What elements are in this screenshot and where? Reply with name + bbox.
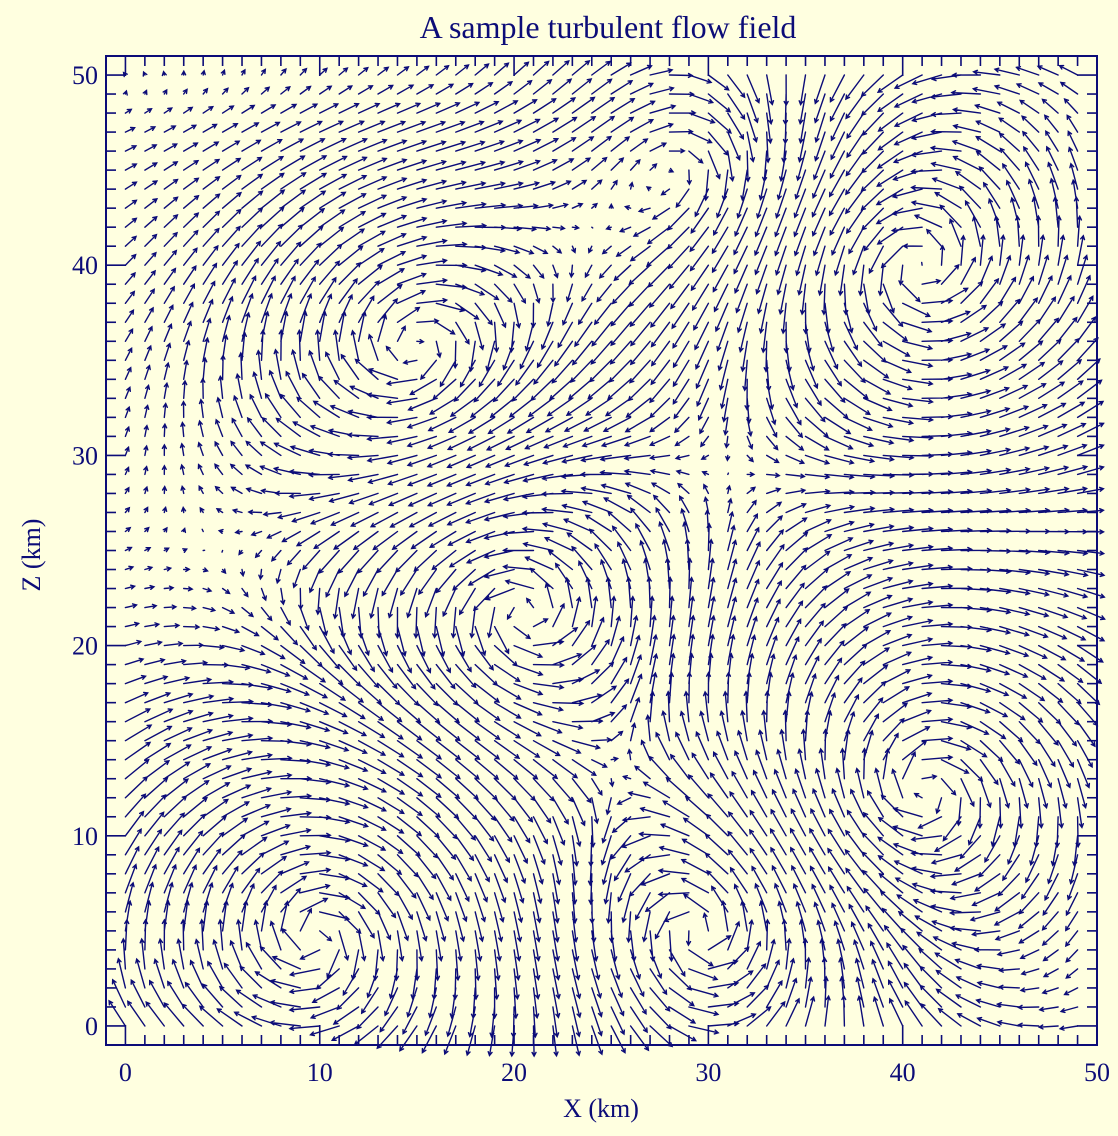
y-axis-label: Z (km): [17, 519, 46, 592]
y-tick-label: 10: [72, 822, 98, 851]
y-tick-label: 40: [72, 251, 98, 280]
y-tick-label: 0: [85, 1012, 98, 1041]
x-tick-label: 10: [307, 1058, 333, 1087]
axes: 0 10 20 30 40 50 0 10 20 30 40 50: [72, 55, 1110, 1087]
x-tick-label: 20: [501, 1058, 527, 1087]
x-tick-label: 30: [695, 1058, 721, 1087]
chart-title: A sample turbulent flow field: [420, 9, 797, 45]
y-tick-label: 20: [72, 632, 98, 661]
y-tick-label: 30: [72, 441, 98, 470]
x-tick-label: 40: [890, 1058, 916, 1087]
x-tick-label: 0: [119, 1058, 132, 1087]
y-tick-label: 50: [72, 61, 98, 90]
vector-field: [108, 59, 1106, 1058]
x-axis-label: X (km): [563, 1094, 639, 1123]
x-tick-label: 50: [1084, 1058, 1110, 1087]
vector-arrows: [108, 59, 1106, 1058]
